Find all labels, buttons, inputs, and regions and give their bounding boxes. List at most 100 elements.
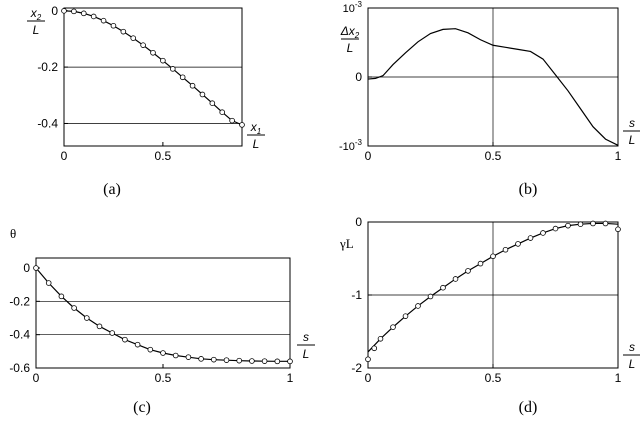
y-tick-label-1: -0.2 (9, 294, 30, 308)
x-axis-label: x1L (247, 120, 265, 151)
x-tick-label-2: 1 (615, 371, 622, 385)
data-point-1-8 (140, 42, 146, 48)
y-tick-label-0: 0 (355, 215, 362, 229)
data-point-1-6 (109, 330, 115, 336)
x-tick-label-2: 1 (287, 371, 294, 385)
data-point-1-0 (365, 356, 371, 363)
data-point-1-2 (377, 335, 384, 342)
x-tick-label-1: 0.5 (155, 371, 172, 385)
data-point-1-4 (84, 315, 90, 321)
y-tick-label-2: -2 (351, 361, 362, 375)
y-tick-label-1: -0.2 (37, 60, 58, 74)
series-line-0 (35, 267, 290, 362)
data-point-1-12 (185, 354, 192, 360)
data-point-1-3 (390, 324, 396, 330)
x-tick-label-2: 1 (615, 149, 622, 163)
data-point-1-0 (61, 8, 67, 14)
data-point-1-13 (189, 82, 196, 89)
data-point-1-3 (71, 305, 77, 311)
y-axis-label-num: Δx2 (340, 24, 360, 40)
data-point-1-14 (211, 356, 217, 363)
x-axis-label-den: L (629, 357, 636, 371)
data-point-1-8 (134, 341, 141, 348)
data-point-1-9 (150, 49, 156, 56)
x-axis-label-num: s (629, 340, 635, 354)
data-point-1-10 (477, 260, 484, 267)
data-point-1-15 (540, 230, 546, 236)
data-point-1-9 (465, 268, 471, 274)
x-tick-label-0: 0 (365, 149, 372, 163)
y-tick-label-0: 10-3 (343, 0, 363, 15)
data-point-1-5 (110, 22, 117, 29)
y-tick-label-2: -0.4 (9, 328, 30, 342)
x-tick-label-0: 0 (61, 149, 68, 163)
data-point-1-17 (229, 117, 235, 124)
data-point-1-10 (160, 57, 166, 64)
y-axis-label: x2L (27, 6, 45, 37)
y-axis-label-num: x2 (30, 6, 42, 22)
data-point-1-18 (239, 122, 245, 128)
data-point-1-18 (261, 358, 268, 364)
data-point-1-3 (90, 13, 97, 20)
data-point-1-11 (172, 352, 179, 359)
panel-caption: (a) (103, 181, 121, 198)
data-point-1-6 (427, 293, 434, 300)
y-tick-label-2: -10-3 (339, 138, 363, 153)
data-point-1-12 (502, 246, 509, 253)
data-point-1-4 (402, 313, 409, 319)
y-axis-label: γL (339, 236, 354, 251)
data-point-1-14 (199, 91, 206, 98)
data-point-1-7 (122, 336, 128, 343)
data-point-1-13 (198, 356, 204, 362)
y-tick-label-2: -0.4 (37, 116, 58, 130)
series-line-0 (63, 10, 243, 126)
x-tick-label-1: 0.5 (485, 149, 502, 163)
data-point-1-2 (80, 10, 87, 17)
data-point-1-20 (287, 358, 293, 365)
x-axis-label: sL (623, 340, 640, 371)
y-tick-label-0: 0 (23, 261, 30, 275)
data-point-1-17 (249, 358, 255, 364)
y-tick-label-1: -1 (351, 288, 362, 302)
y-tick-label-1: 0 (355, 70, 362, 84)
data-point-1-13 (515, 241, 521, 247)
data-point-1-20 (602, 220, 609, 227)
x-axis-label: sL (623, 116, 640, 147)
y-tick-label-0: 0 (51, 4, 58, 18)
data-point-1-11 (169, 66, 176, 72)
x-axis-label-den: L (253, 137, 260, 151)
x-axis-label-den: L (629, 133, 636, 147)
x-axis-label-num: s (629, 116, 635, 130)
y-tick-label-3: -0.6 (9, 361, 30, 375)
data-point-1-16 (552, 225, 559, 232)
data-point-1-19 (590, 220, 596, 227)
y-axis-label-den: L (347, 41, 354, 55)
data-point-1-16 (219, 109, 226, 116)
x-axis-label: sL (297, 330, 315, 361)
data-point-1-21 (615, 226, 621, 233)
data-point-1-18 (577, 221, 584, 227)
y-axis-label-den: L (33, 23, 40, 37)
data-point-1-14 (527, 235, 534, 241)
data-point-1-7 (130, 35, 137, 41)
x-tick-label-0: 0 (365, 371, 372, 385)
data-point-1-17 (565, 222, 571, 229)
data-point-1-19 (274, 358, 281, 365)
x-axis-label-den: L (303, 347, 310, 361)
data-point-1-15 (223, 357, 230, 363)
data-point-1-9 (147, 346, 154, 353)
data-point-1-5 (415, 303, 421, 309)
data-point-1-1 (71, 8, 77, 15)
panel-caption: (b) (519, 181, 538, 198)
plot-frame (63, 7, 243, 147)
data-point-1-1 (45, 280, 52, 286)
y-axis-label: θ (10, 226, 16, 241)
data-point-1-2 (58, 293, 65, 300)
x-tick-label-0: 0 (33, 371, 40, 385)
panel-caption: (d) (519, 399, 538, 416)
